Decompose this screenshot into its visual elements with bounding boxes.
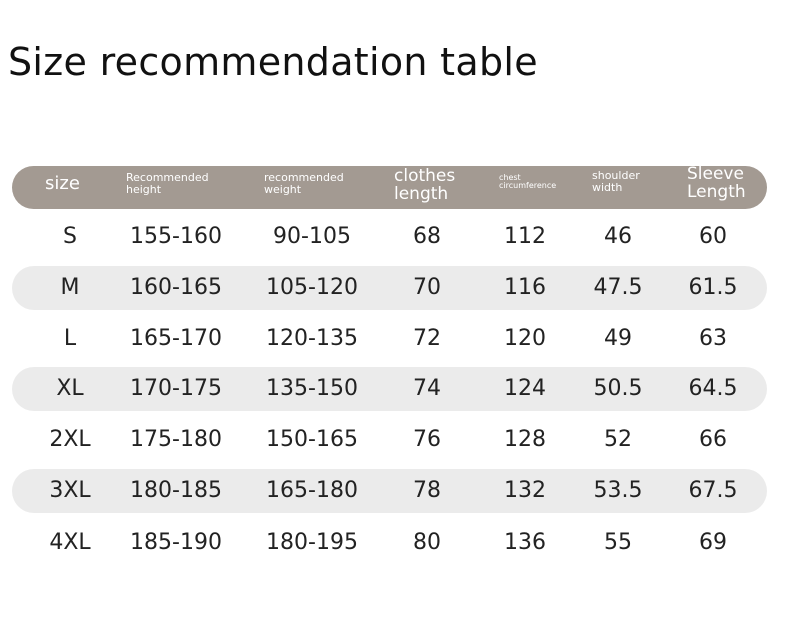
cell-clothes-length: 74	[413, 376, 441, 401]
cell-size: 4XL	[49, 530, 91, 555]
header-shoulder-width: shoulder width	[592, 169, 640, 194]
cell-shoulder: 50.5	[593, 376, 643, 401]
cell-shoulder: 49	[604, 326, 632, 351]
cell-size: 2XL	[49, 427, 91, 452]
cell-sleeve: 66	[699, 427, 727, 452]
cell-shoulder: 47.5	[593, 275, 643, 300]
cell-height: 160-165	[130, 275, 222, 300]
cell-shoulder: 53.5	[593, 478, 643, 503]
cell-chest: 112	[504, 224, 546, 249]
cell-clothes-length: 78	[413, 478, 441, 503]
cell-shoulder: 52	[604, 427, 632, 452]
cell-sleeve: 69	[699, 530, 727, 555]
cell-weight: 90-105	[273, 224, 351, 249]
cell-size: 3XL	[49, 478, 91, 503]
cell-chest: 128	[504, 427, 546, 452]
cell-height: 175-180	[130, 427, 222, 452]
cell-chest: 120	[504, 326, 546, 351]
cell-clothes-length: 68	[413, 224, 441, 249]
header-size: size	[45, 173, 80, 194]
cell-height: 185-190	[130, 530, 222, 555]
cell-sleeve: 64.5	[688, 376, 738, 401]
table-row: 4XL 185-190 180-195 80 136 55 69	[12, 521, 767, 565]
table-header: size Recommended height recommended weig…	[12, 164, 767, 209]
header-recommended-weight: recommended weight	[264, 171, 344, 196]
cell-weight: 150-165	[266, 427, 358, 452]
table-row: L 165-170 120-135 72 120 49 63	[12, 317, 767, 361]
cell-size: XL	[56, 376, 84, 401]
cell-height: 170-175	[130, 376, 222, 401]
cell-chest: 132	[504, 478, 546, 503]
cell-sleeve: 63	[699, 326, 727, 351]
table-row: S 155-160 90-105 68 112 46 60	[12, 215, 767, 259]
cell-clothes-length: 76	[413, 427, 441, 452]
cell-height: 165-170	[130, 326, 222, 351]
cell-shoulder: 55	[604, 530, 632, 555]
cell-clothes-length: 80	[413, 530, 441, 555]
cell-size: S	[63, 224, 77, 249]
cell-chest: 116	[504, 275, 546, 300]
cell-height: 180-185	[130, 478, 222, 503]
cell-weight: 165-180	[266, 478, 358, 503]
cell-sleeve: 61.5	[688, 275, 738, 300]
cell-weight: 135-150	[266, 376, 358, 401]
table-row: M 160-165 105-120 70 116 47.5 61.5	[12, 266, 767, 310]
cell-height: 155-160	[130, 224, 222, 249]
table-row: 3XL 180-185 165-180 78 132 53.5 67.5	[12, 469, 767, 513]
cell-size: L	[63, 326, 77, 351]
cell-sleeve: 67.5	[688, 478, 738, 503]
cell-chest: 124	[504, 376, 546, 401]
cell-clothes-length: 70	[413, 275, 441, 300]
cell-shoulder: 46	[604, 224, 632, 249]
header-recommended-height: Recommended height	[126, 171, 209, 196]
cell-chest: 136	[504, 530, 546, 555]
table-row: 2XL 175-180 150-165 76 128 52 66	[12, 418, 767, 462]
cell-weight: 105-120	[266, 275, 358, 300]
cell-weight: 180-195	[266, 530, 358, 555]
header-clothes-length: clothes length	[394, 166, 456, 204]
cell-clothes-length: 72	[413, 326, 441, 351]
cell-weight: 120-135	[266, 326, 358, 351]
cell-size: M	[60, 275, 80, 300]
header-chest-circumference: chest circumference	[499, 173, 557, 191]
page-title: Size recommendation table	[8, 40, 538, 84]
table-row: XL 170-175 135-150 74 124 50.5 64.5	[12, 367, 767, 411]
header-sleeve-length: Sleeve Length	[687, 164, 746, 202]
cell-sleeve: 60	[699, 224, 727, 249]
